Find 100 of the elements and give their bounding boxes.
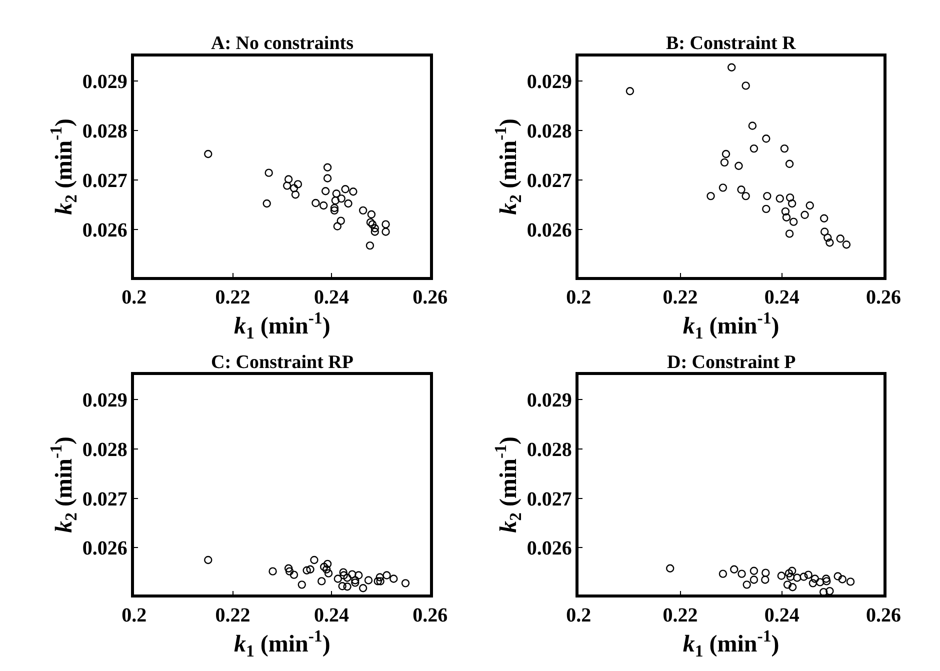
point <box>390 574 398 583</box>
point <box>777 572 786 580</box>
x-axis-title: k$_{1}$ (min$^{-1}$) <box>682 308 780 343</box>
point <box>322 565 331 574</box>
point <box>358 584 368 592</box>
point <box>786 193 794 202</box>
x-tick-label: 0.26 <box>412 604 448 626</box>
x-tick-label: 0.2 <box>566 604 592 626</box>
point <box>816 578 824 586</box>
point <box>826 238 834 247</box>
point <box>382 228 390 236</box>
point <box>782 213 791 222</box>
x-tick-label: 0.22 <box>215 604 250 626</box>
point <box>722 150 730 158</box>
chart-title: B: Constraint R <box>666 33 796 54</box>
point <box>341 185 350 194</box>
point <box>808 579 818 588</box>
y-tick-label: 0.026 <box>526 220 572 242</box>
point <box>376 573 384 582</box>
point <box>820 214 828 222</box>
point <box>785 230 794 238</box>
point <box>366 218 375 226</box>
y-tick-label: 0.026 <box>82 220 128 242</box>
point <box>336 216 345 225</box>
point <box>788 566 796 575</box>
point <box>788 199 796 208</box>
x-tick-label: 0.22 <box>662 604 698 626</box>
point <box>349 188 358 196</box>
chart-title: D: Constraint P <box>667 352 796 373</box>
y-tick-label: 0.026 <box>526 538 572 560</box>
y-tick-label: 0.029 <box>82 71 128 94</box>
point <box>337 194 346 203</box>
point <box>344 199 352 208</box>
point <box>382 220 390 228</box>
point <box>331 196 340 205</box>
point <box>294 180 302 188</box>
y-tick-label: 0.026 <box>82 538 128 560</box>
point <box>319 201 328 210</box>
point <box>368 220 377 228</box>
point <box>728 63 736 72</box>
point <box>302 566 311 574</box>
point <box>370 224 380 232</box>
point <box>846 578 855 586</box>
point <box>323 174 332 182</box>
point <box>298 580 306 589</box>
point <box>204 556 212 564</box>
point <box>338 582 346 590</box>
point <box>330 204 339 212</box>
x-axis-title: k$_{1}$ (min$^{-1}$) <box>234 626 330 660</box>
y-tick-label: 0.028 <box>526 438 572 461</box>
y-tick-label: 0.029 <box>526 71 572 94</box>
point <box>343 582 352 591</box>
point <box>284 175 293 184</box>
point <box>333 222 342 230</box>
point <box>804 570 812 579</box>
point <box>334 574 342 583</box>
point <box>742 192 750 200</box>
point <box>750 566 758 575</box>
point <box>806 201 814 210</box>
x-tick-label: 0.2 <box>122 286 147 309</box>
point <box>351 576 360 584</box>
point <box>780 144 789 153</box>
point <box>800 572 808 581</box>
point <box>374 577 382 586</box>
point <box>626 87 634 96</box>
point <box>742 580 751 589</box>
y-tick-label: 0.029 <box>526 390 572 412</box>
point <box>367 210 376 218</box>
point <box>706 192 715 200</box>
y-tick-label: 0.027 <box>526 488 572 510</box>
point <box>785 160 794 168</box>
x-tick-label: 0.22 <box>662 286 698 309</box>
x-axis-title: k$_{1}$ (min$^{-1}$) <box>682 626 780 660</box>
point <box>401 579 410 588</box>
point <box>282 182 292 190</box>
point <box>742 82 750 90</box>
point <box>666 564 674 572</box>
point <box>351 578 360 587</box>
point <box>284 564 293 572</box>
y-tick-label: 0.029 <box>82 390 128 412</box>
point <box>720 158 729 167</box>
y-tick-label: 0.027 <box>82 170 128 192</box>
point <box>370 228 380 236</box>
y-tick-label: 0.028 <box>82 438 128 461</box>
point <box>762 568 770 577</box>
point <box>320 562 328 571</box>
point <box>318 577 326 586</box>
point <box>824 234 832 242</box>
point <box>268 567 277 576</box>
point <box>291 190 300 199</box>
point <box>323 560 332 568</box>
point <box>776 194 784 203</box>
point <box>323 163 332 172</box>
point <box>800 210 809 219</box>
point <box>312 198 320 208</box>
point <box>842 240 851 249</box>
point <box>366 241 374 250</box>
point <box>354 571 363 580</box>
point <box>786 572 795 581</box>
point <box>820 228 829 236</box>
